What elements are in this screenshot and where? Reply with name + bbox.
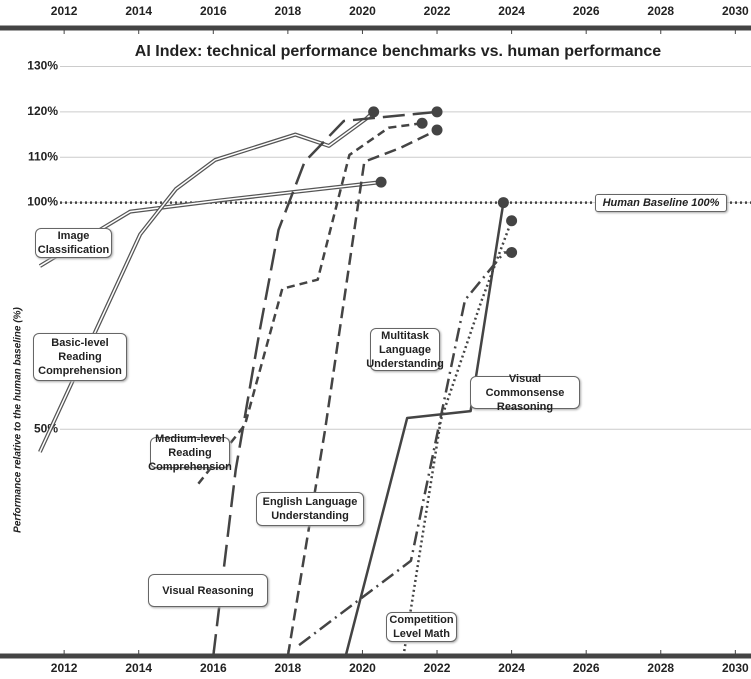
x-tick-label-top: 2024	[498, 4, 525, 18]
x-tick-label-top: 2026	[573, 4, 600, 18]
end-marker	[416, 117, 428, 129]
x-tick-label: 2018	[275, 661, 302, 675]
end-marker	[506, 215, 518, 227]
chart-title: AI Index: technical performance benchmar…	[135, 43, 661, 60]
series-label: Visual Reasoning	[148, 574, 268, 607]
end-marker	[368, 106, 380, 118]
series-line	[344, 202, 505, 657]
series-line	[212, 110, 438, 657]
y-tick-label: 110%	[28, 149, 58, 163]
series-line-inner	[39, 111, 375, 453]
series-label: Medium-level Reading Comprehension	[148, 432, 232, 473]
series-line	[298, 251, 512, 647]
series-label: Competition Level Math	[386, 612, 457, 642]
end-marker	[497, 197, 509, 209]
x-tick-label: 2022	[424, 661, 451, 675]
series-label: Basic-level Reading Comprehension	[33, 333, 127, 381]
end-marker	[431, 124, 443, 136]
x-tick-label: 2026	[573, 661, 600, 675]
x-tick-label-top: 2020	[349, 4, 376, 18]
series-label: English Language Understanding	[256, 492, 364, 526]
y-axis-label: Performance relative to the human baseli…	[13, 307, 24, 533]
series-line	[38, 110, 375, 453]
x-tick-label-top: 2016	[200, 4, 227, 18]
x-tick-label: 2028	[647, 661, 674, 675]
x-tick-label: 2014	[125, 661, 152, 675]
end-marker	[431, 106, 443, 118]
series-line	[402, 220, 513, 657]
y-tick-label: 130%	[27, 59, 58, 73]
x-tick-label-top: 2022	[424, 4, 451, 18]
series-label: Image Classification	[35, 228, 112, 258]
x-tick-label: 2012	[51, 661, 78, 675]
series-line	[286, 128, 438, 657]
series-line	[197, 121, 423, 485]
x-tick-label: 2030	[722, 661, 749, 675]
x-tick-label: 2020	[349, 661, 376, 675]
x-tick-label-top: 2028	[647, 4, 674, 18]
end-marker	[506, 246, 518, 258]
x-tick-label-top: 2018	[275, 4, 302, 18]
series-label: Multitask Language Understanding	[366, 328, 444, 371]
y-tick-label: 120%	[27, 104, 58, 118]
y-tick-label: 100%	[27, 195, 58, 209]
series-label: Visual Commonsense Reasoning	[470, 373, 580, 413]
x-tick-label-top: 2012	[51, 4, 78, 18]
x-tick-label-top: 2030	[722, 4, 749, 18]
end-marker	[375, 176, 387, 188]
x-tick-label-top: 2014	[125, 4, 152, 18]
series-label: Human Baseline 100%	[595, 193, 727, 212]
x-tick-label: 2016	[200, 661, 227, 675]
x-tick-label: 2024	[498, 661, 525, 675]
